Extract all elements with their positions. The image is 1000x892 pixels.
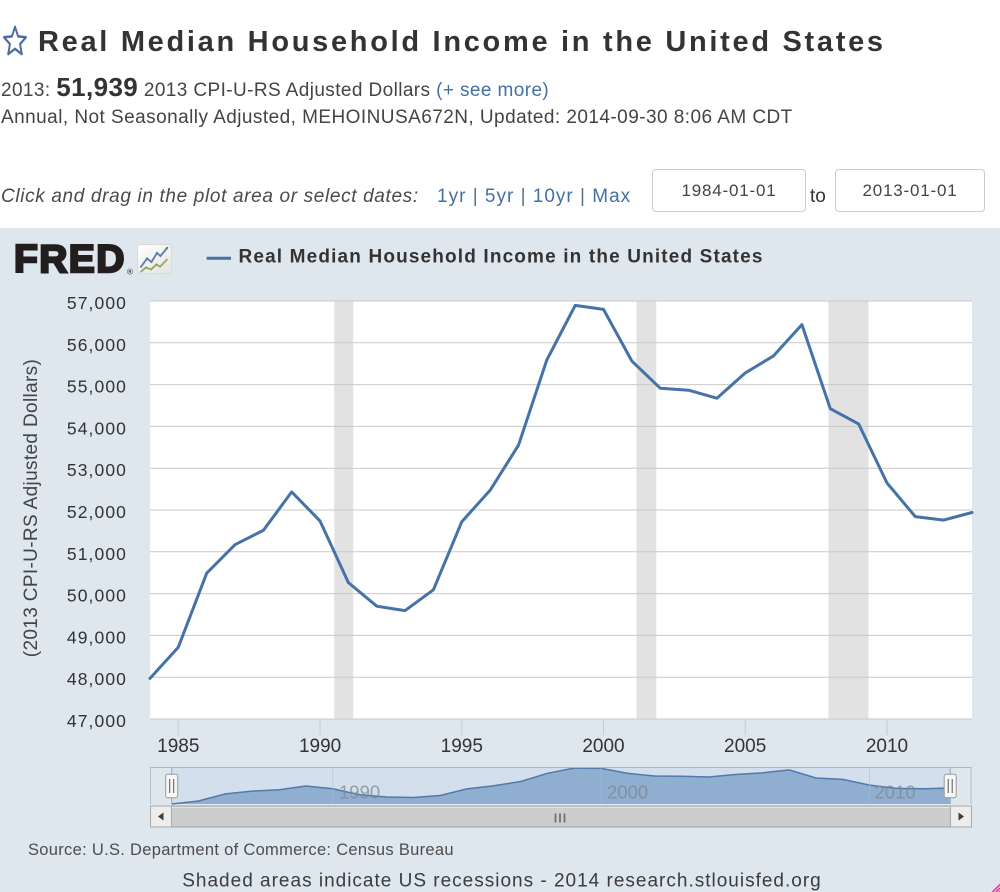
svg-text:53,000: 53,000	[67, 460, 127, 480]
svg-text:2010: 2010	[875, 781, 916, 802]
svg-text:2005: 2005	[724, 736, 766, 757]
svg-text:1995: 1995	[441, 736, 483, 757]
svg-text:55,000: 55,000	[67, 377, 127, 397]
svg-text:1990: 1990	[339, 781, 380, 802]
svg-text:®: ®	[127, 268, 133, 277]
svg-text:48,000: 48,000	[67, 669, 127, 689]
svg-text:54,000: 54,000	[67, 418, 127, 438]
svg-text:(2013 CPI-U-RS Adjusted Dollar: (2013 CPI-U-RS Adjusted Dollars)	[21, 359, 42, 657]
svg-text:2010: 2010	[866, 736, 908, 757]
svg-text:FRED: FRED	[14, 238, 126, 281]
svg-text:51,000: 51,000	[67, 544, 127, 564]
svg-text:47,000: 47,000	[67, 711, 127, 731]
svg-text:2000: 2000	[582, 736, 624, 757]
svg-text:52,000: 52,000	[67, 502, 127, 522]
svg-text:Real Median Household Income i: Real Median Household Income in the Unit…	[239, 247, 764, 268]
svg-text:Source: U.S. Department of Com: Source: U.S. Department of Commerce: Cen…	[28, 841, 454, 859]
svg-text:2000: 2000	[607, 781, 648, 802]
svg-text:Shaded areas indicate US reces: Shaded areas indicate US recessions - 20…	[182, 871, 822, 892]
svg-text:57,000: 57,000	[67, 293, 127, 313]
svg-text:1985: 1985	[157, 736, 199, 757]
svg-text:50,000: 50,000	[67, 586, 127, 606]
svg-text:56,000: 56,000	[67, 335, 127, 355]
svg-text:1990: 1990	[299, 736, 341, 757]
svg-text:49,000: 49,000	[67, 627, 127, 647]
